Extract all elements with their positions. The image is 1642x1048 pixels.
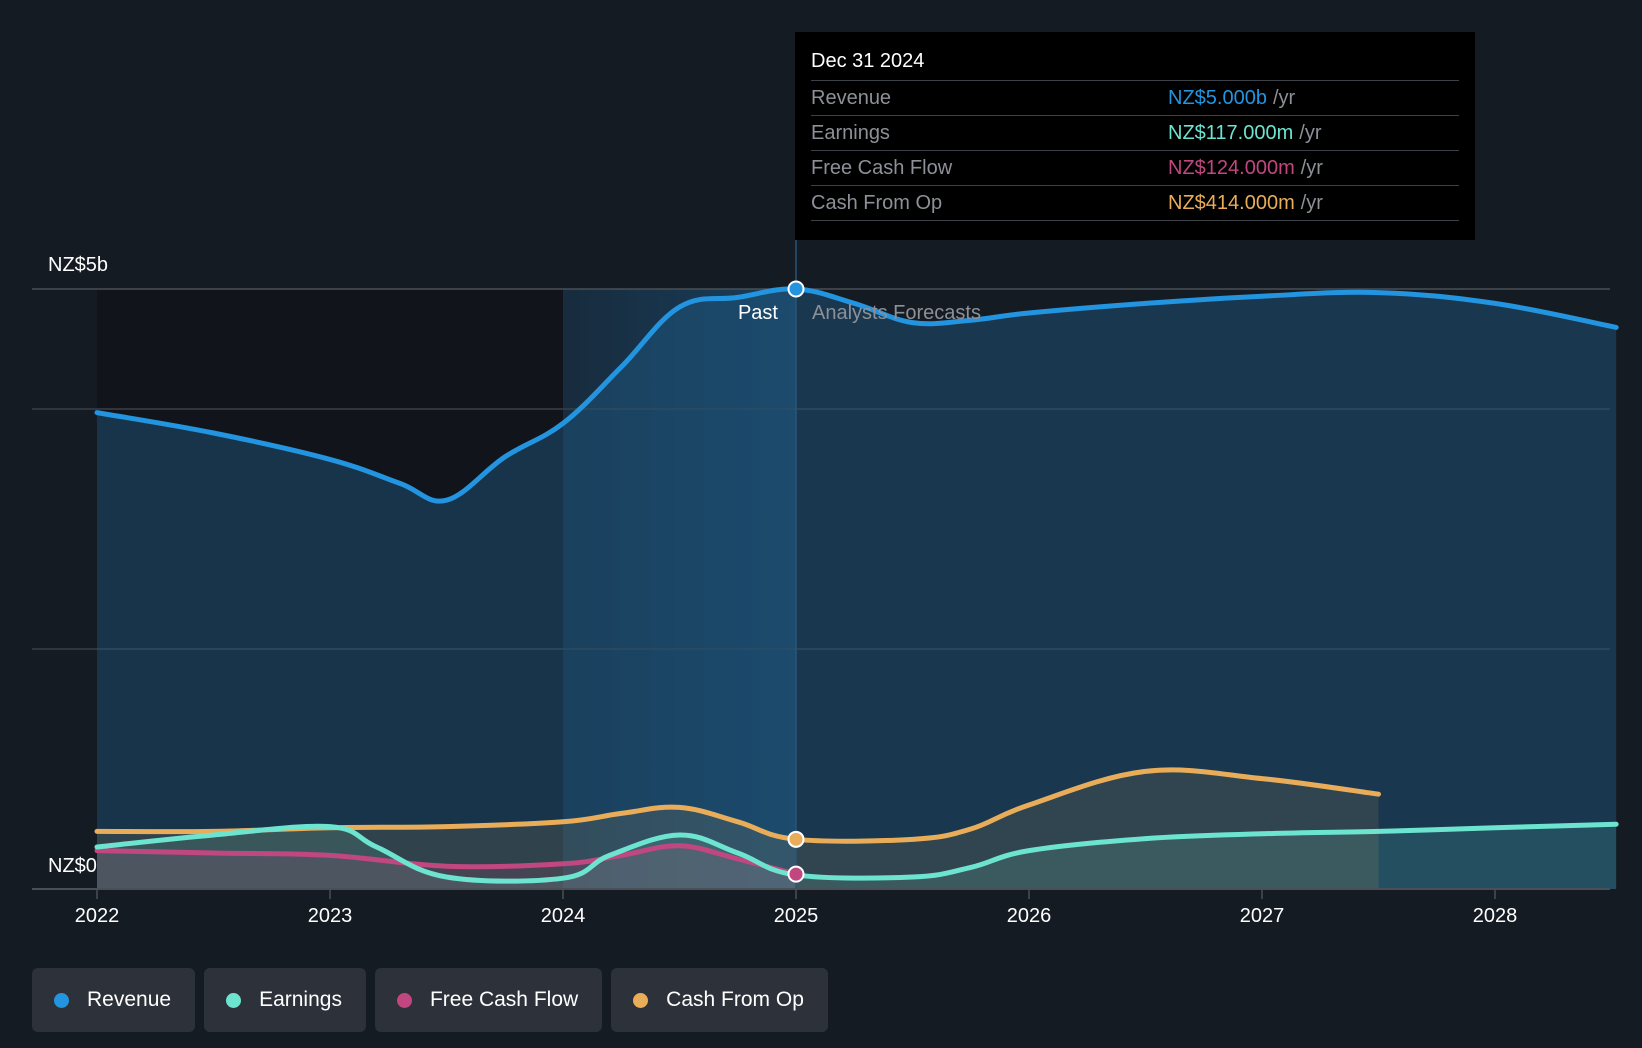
tooltip-label: Revenue (811, 86, 892, 109)
past-label: Past (738, 302, 778, 324)
x-tick-label: 2023 (308, 905, 353, 927)
cash-from-op-marker (787, 830, 805, 848)
y-tick-label: NZ$5b (48, 254, 108, 276)
x-tick-label: 2022 (75, 905, 120, 927)
revenue-area (97, 288, 1617, 889)
y-axis-labels: NZ$5b NZ$0 (48, 254, 108, 877)
revenue-dot-icon (54, 992, 69, 1008)
free-cash-flow-marker (787, 865, 805, 883)
hover-markers (787, 280, 805, 883)
tooltip-value: NZ$414.000m (1168, 191, 1295, 214)
x-tick-label: 2024 (541, 905, 586, 927)
free-cash-flow-line (94, 843, 799, 877)
x-tick-label: 2027 (1240, 905, 1285, 927)
legend-item-earnings[interactable]: Earnings (204, 968, 366, 1032)
x-tick-label: 2025 (774, 905, 819, 927)
free-cash-flow-dot-icon (396, 992, 412, 1008)
tooltip-value: NZ$124.000m (1168, 156, 1295, 179)
tooltip-unit: /yr (1299, 121, 1322, 144)
tooltip-row-free-cash-flow: Free Cash Flow NZ$124.000m /yr (811, 150, 1459, 185)
tooltip-row-cash-from-op: Cash From Op NZ$414.000m /yr (811, 185, 1459, 221)
tooltip-row-revenue: Revenue NZ$5.000b /yr (811, 80, 1459, 115)
legend-item-cash-from-op[interactable]: Cash From Op (611, 968, 828, 1032)
x-tick-label: 2028 (1473, 905, 1518, 927)
x-tick-label: 2026 (1007, 905, 1052, 927)
legend-item-revenue[interactable]: Revenue (32, 968, 196, 1032)
revenue-marker (787, 280, 805, 298)
cash-from-op-dot-icon (633, 992, 649, 1008)
legend-label: Cash From Op (666, 988, 804, 1011)
past-background (97, 289, 563, 889)
tooltip-unit: /yr (1300, 156, 1323, 179)
legend: Revenue Earnings Free Cash Flow Cash Fro… (32, 968, 828, 1032)
tooltip-unit: /yr (1300, 191, 1323, 214)
cash-from-op-area (97, 769, 1379, 889)
legend-label: Earnings (259, 988, 342, 1011)
tooltip-unit: /yr (1272, 86, 1296, 109)
earnings-dot-icon (226, 992, 242, 1008)
tooltip-label: Cash From Op (811, 191, 943, 214)
tooltip-label: Earnings (811, 121, 890, 144)
tooltip-label: Free Cash Flow (811, 156, 953, 179)
legend-label: Free Cash Flow (429, 988, 579, 1011)
revenue-line (94, 286, 1619, 504)
tooltip-date: Dec 31 2024 (811, 50, 925, 72)
tooltip-row-earnings: Earnings NZ$117.000m /yr (811, 115, 1459, 150)
analysts-forecasts-label: Analysts Forecasts (812, 302, 981, 324)
tooltip-value: NZ$5.000b (1168, 86, 1267, 109)
tooltip: Dec 31 2024 Revenue NZ$5.000b /yr Earnin… (795, 32, 1475, 240)
y-tick-label: NZ$0 (48, 855, 97, 877)
earnings-area (97, 824, 1617, 889)
gridlines (32, 288, 1610, 650)
tooltip-value: NZ$117.000m (1168, 121, 1294, 144)
legend-item-free-cash-flow[interactable]: Free Cash Flow (374, 968, 603, 1032)
legend-label: Revenue (87, 988, 172, 1011)
x-axis: 2022 2023 2024 2025 2026 2027 2028 (32, 888, 1610, 927)
